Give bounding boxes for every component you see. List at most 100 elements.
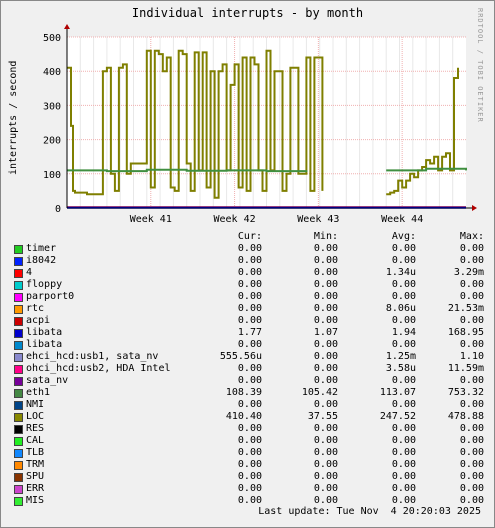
- legend-min: 0.00: [313, 255, 338, 266]
- legend-avg: 0.00: [391, 423, 416, 434]
- legend-name: TLB: [26, 447, 45, 458]
- legend-min: 0.00: [313, 291, 338, 302]
- legend-row: SPU 0.00 0.00 0.00 0.00: [14, 471, 484, 483]
- legend-min: 0.00: [313, 423, 338, 434]
- legend-name: parport0: [26, 291, 75, 302]
- legend-avg: 0.00: [391, 495, 416, 506]
- legend-swatch: [14, 461, 23, 470]
- legend-min: 0.00: [313, 459, 338, 470]
- legend-row: ERR 0.00 0.00 0.00 0.00: [14, 483, 484, 495]
- legend-row: ehci_hcd:usb1, sata_nv 555.56u 0.00 1.25m 1.…: [14, 351, 484, 363]
- legend-swatch: [14, 269, 23, 278]
- header-cur: Cur:: [237, 231, 262, 242]
- legend-cur: 0.00: [237, 471, 262, 482]
- legend-avg: 0.00: [391, 399, 416, 410]
- x-axis-arrow-icon: [472, 205, 477, 211]
- legend-max: 1.10: [459, 351, 484, 362]
- legend-row: eth1 108.39 105.42 113.07 753.32: [14, 387, 484, 399]
- legend-max: 0.00: [459, 339, 484, 350]
- legend-avg: 8.06u: [385, 303, 416, 314]
- legend-min: 0.00: [313, 339, 338, 350]
- header-avg: Avg:: [391, 231, 416, 242]
- legend-swatch: [14, 437, 23, 446]
- legend-min: 0.00: [313, 495, 338, 506]
- legend-name: RES: [26, 423, 45, 434]
- legend-row: 4 0.00 0.00 1.34u 3.29m: [14, 267, 484, 279]
- legend-avg: 3.58u: [385, 363, 416, 374]
- legend-name: NMI: [26, 399, 45, 410]
- legend-swatch: [14, 389, 23, 398]
- y-tick-label: 200: [43, 136, 61, 147]
- legend-swatch: [14, 497, 23, 506]
- legend-cur: 0.00: [237, 375, 262, 386]
- y-tick-label: 500: [43, 33, 61, 44]
- legend-min: 0.00: [313, 483, 338, 494]
- legend-name: libata: [26, 339, 63, 350]
- legend-avg: 1.25m: [385, 351, 416, 362]
- legend-swatch: [14, 341, 23, 350]
- legend-cur: 0.00: [237, 279, 262, 290]
- legend-avg: 0.00: [391, 315, 416, 326]
- legend-avg: 0.00: [391, 471, 416, 482]
- legend-swatch: [14, 281, 23, 290]
- legend-swatch: [14, 317, 23, 326]
- legend-name: CAL: [26, 435, 45, 446]
- legend-name: LOC: [26, 411, 45, 422]
- legend-name: floppy: [26, 279, 63, 290]
- y-tick-label: 0: [55, 204, 61, 215]
- legend-cur: 0.00: [237, 255, 262, 266]
- legend-avg: 113.07: [379, 387, 416, 398]
- legend-swatch: [14, 245, 23, 254]
- legend-max: 0.00: [459, 423, 484, 434]
- legend-avg: 0.00: [391, 459, 416, 470]
- legend-min: 0.00: [313, 399, 338, 410]
- legend-swatch: [14, 365, 23, 374]
- x-tick-label: Week 42: [214, 214, 256, 225]
- legend-avg: 1.94: [391, 327, 416, 338]
- legend-row: TLB 0.00 0.00 0.00 0.00: [14, 447, 484, 459]
- legend-cur: 0.00: [237, 267, 262, 278]
- legend-row: rtc 0.00 0.00 8.06u 21.53m: [14, 303, 484, 315]
- legend-max: 11.59m: [447, 363, 484, 374]
- legend-min: 1.07: [313, 327, 338, 338]
- legend-avg: 0.00: [391, 375, 416, 386]
- legend-max: 0.00: [459, 447, 484, 458]
- legend-max: 0.00: [459, 495, 484, 506]
- legend-min: 105.42: [301, 387, 338, 398]
- legend-max: 0.00: [459, 291, 484, 302]
- legend-cur: 0.00: [237, 495, 262, 506]
- series-line: [67, 49, 459, 199]
- legend-swatch: [14, 449, 23, 458]
- legend-row: RES 0.00 0.00 0.00 0.00: [14, 423, 484, 435]
- legend-avg: 0.00: [391, 279, 416, 290]
- header-min: Min:: [313, 231, 338, 242]
- legend-name: libata: [26, 327, 63, 338]
- legend-swatch: [14, 485, 23, 494]
- legend-min: 0.00: [313, 243, 338, 254]
- legend-cur: 410.40: [225, 411, 262, 422]
- legend-max: 3.29m: [453, 267, 484, 278]
- legend-max: 0.00: [459, 471, 484, 482]
- legend-row: parport0 0.00 0.00 0.00 0.00: [14, 291, 484, 303]
- chart-svg: 0 100 200 300 400 500 Week 41 Week 42 Week 43 Wee…: [43, 24, 477, 225]
- y-axis-arrow-icon: [64, 24, 70, 29]
- rrdtool-watermark: RRDTOOL / TOBI OETIKER: [476, 8, 484, 123]
- legend-min: 0.00: [313, 303, 338, 314]
- legend-max: 0.00: [459, 279, 484, 290]
- legend-swatch: [14, 329, 23, 338]
- legend-max: 0.00: [459, 399, 484, 410]
- legend-cur: 0.00: [237, 363, 262, 374]
- legend-cur: 1.77: [237, 327, 262, 338]
- legend-max: 753.32: [447, 387, 484, 398]
- legend-row: LOC 410.40 37.55 247.52 478.88: [14, 411, 484, 423]
- legend-avg: 1.34u: [385, 267, 416, 278]
- legend-max: 0.00: [459, 435, 484, 446]
- legend-cur: 0.00: [237, 243, 262, 254]
- legend-name: ehci_hcd:usb1, sata_nv: [26, 351, 159, 362]
- legend-row: i8042 0.00 0.00 0.00 0.00: [14, 255, 484, 267]
- legend-min: 37.55: [307, 411, 338, 422]
- legend-cur: 0.00: [237, 423, 262, 434]
- y-tick-label: 400: [43, 67, 61, 78]
- legend-row: acpi 0.00 0.00 0.00 0.00: [14, 315, 484, 327]
- legend-min: 0.00: [313, 375, 338, 386]
